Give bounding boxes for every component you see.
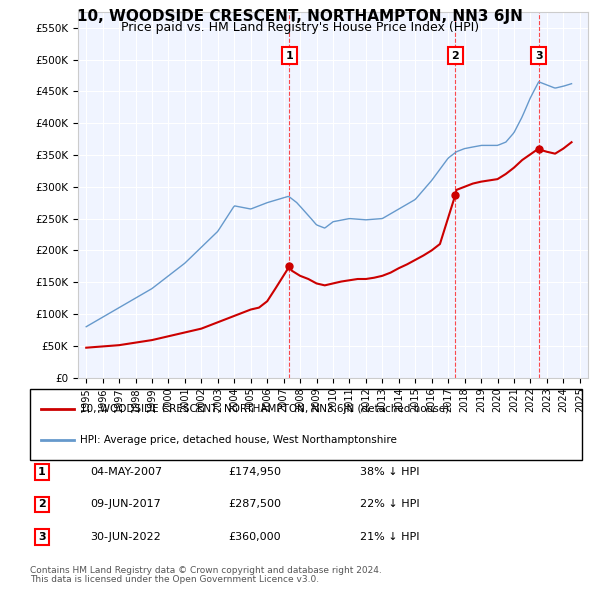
Text: This data is licensed under the Open Government Licence v3.0.: This data is licensed under the Open Gov… xyxy=(30,575,319,584)
Text: £174,950: £174,950 xyxy=(228,467,281,477)
Text: Price paid vs. HM Land Registry's House Price Index (HPI): Price paid vs. HM Land Registry's House … xyxy=(121,21,479,34)
Text: 3: 3 xyxy=(38,532,46,542)
Text: 04-MAY-2007: 04-MAY-2007 xyxy=(90,467,162,477)
Text: £287,500: £287,500 xyxy=(228,500,281,509)
Text: 09-JUN-2017: 09-JUN-2017 xyxy=(90,500,161,509)
Text: HPI: Average price, detached house, West Northamptonshire: HPI: Average price, detached house, West… xyxy=(80,435,397,445)
Text: 38% ↓ HPI: 38% ↓ HPI xyxy=(360,467,419,477)
Text: 2: 2 xyxy=(452,51,459,61)
Text: 2: 2 xyxy=(38,500,46,509)
Text: 10, WOODSIDE CRESCENT, NORTHAMPTON, NN3 6JN: 10, WOODSIDE CRESCENT, NORTHAMPTON, NN3 … xyxy=(77,9,523,24)
Text: 21% ↓ HPI: 21% ↓ HPI xyxy=(360,532,419,542)
Text: 1: 1 xyxy=(38,467,46,477)
Text: 3: 3 xyxy=(535,51,542,61)
Text: 10, WOODSIDE CRESCENT, NORTHAMPTON, NN3 6JN (detached house): 10, WOODSIDE CRESCENT, NORTHAMPTON, NN3 … xyxy=(80,404,449,414)
Text: 22% ↓ HPI: 22% ↓ HPI xyxy=(360,500,419,509)
Text: Contains HM Land Registry data © Crown copyright and database right 2024.: Contains HM Land Registry data © Crown c… xyxy=(30,566,382,575)
Text: 1: 1 xyxy=(286,51,293,61)
Text: 30-JUN-2022: 30-JUN-2022 xyxy=(90,532,161,542)
Text: £360,000: £360,000 xyxy=(228,532,281,542)
